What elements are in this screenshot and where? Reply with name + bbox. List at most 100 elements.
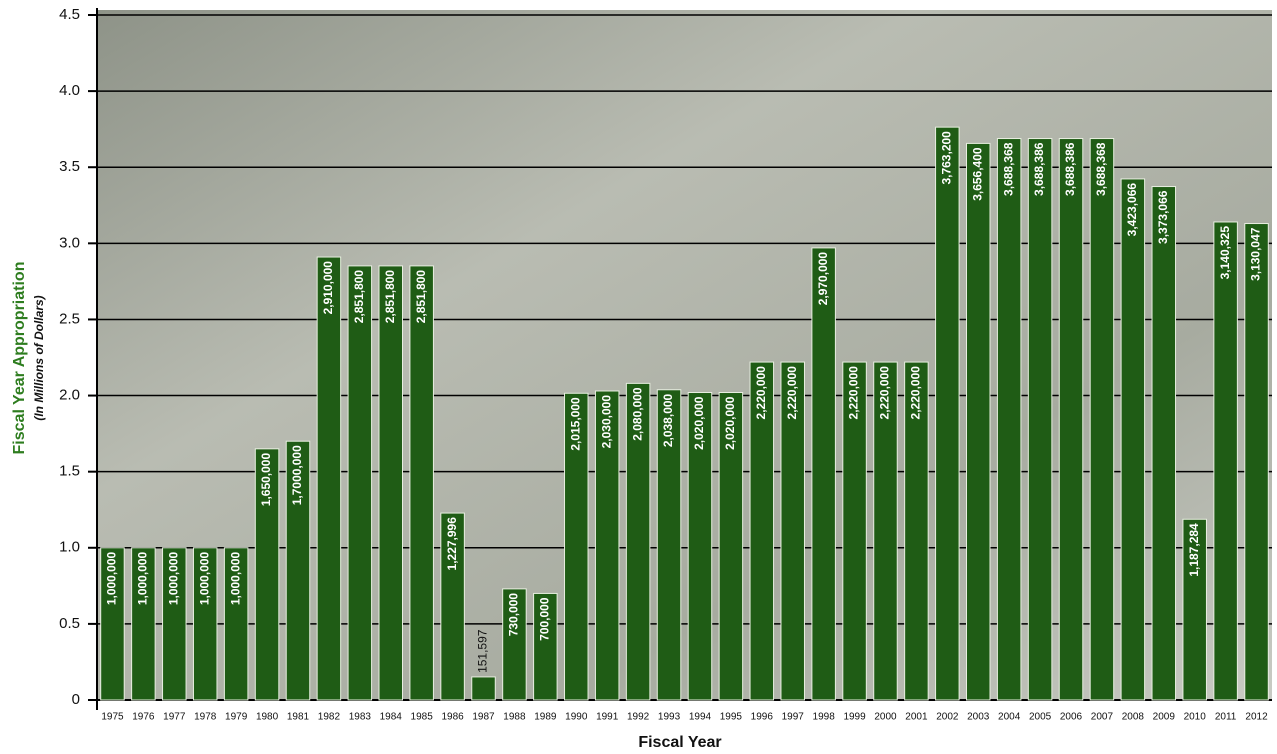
y-axis-subtitle: (In Millions of Dollars) (32, 295, 46, 420)
x-tick-label: 1991 (596, 712, 619, 723)
x-axis-title: Fiscal Year (638, 734, 721, 751)
value-label: 2,015,000 (568, 397, 582, 451)
y-tick-label: 1.5 (59, 463, 80, 480)
y-axis-title: Fiscal Year Appropriation (11, 262, 28, 455)
bar (472, 677, 496, 700)
x-tick-label: 2003 (967, 712, 990, 723)
value-label: 1,187,284 (1187, 523, 1201, 577)
value-label: 700,000 (538, 597, 552, 641)
y-tick-label: 4.0 (59, 82, 80, 99)
value-label: 3,688,386 (1063, 142, 1077, 196)
value-label: 3,763,200 (940, 131, 954, 185)
x-tick-label: 2000 (874, 712, 897, 723)
value-label: 2,030,000 (599, 395, 613, 449)
value-label: 2,851,800 (352, 270, 366, 324)
value-label: 3,130,047 (1249, 227, 1263, 281)
value-label: 1,7000,000 (290, 445, 304, 505)
x-tick-label: 1979 (225, 712, 248, 723)
bar (997, 139, 1021, 700)
value-label: 3,423,066 (1125, 183, 1139, 237)
x-tick-label: 1993 (658, 712, 681, 723)
value-label: 2,020,000 (723, 396, 737, 450)
x-tick-label: 1987 (472, 712, 495, 723)
y-tick-label: 0.5 (59, 615, 80, 632)
x-tick-label: 1994 (689, 712, 712, 723)
bar (1152, 187, 1176, 700)
y-tick-label: 0 (72, 691, 80, 708)
bar (1245, 224, 1269, 700)
value-label: 2,220,000 (847, 366, 861, 420)
x-tick-label: 2012 (1245, 712, 1268, 723)
x-tick-label: 2004 (998, 712, 1021, 723)
x-tick-label: 1981 (287, 712, 310, 723)
bar (1090, 139, 1114, 700)
x-tick-label: 1975 (101, 712, 124, 723)
bar (410, 266, 434, 700)
value-label: 3,373,066 (1156, 190, 1170, 244)
x-tick-label: 1995 (720, 712, 743, 723)
x-tick-label: 1988 (503, 712, 526, 723)
value-label: 1,000,000 (136, 551, 150, 605)
x-tick-label: 1984 (380, 712, 403, 723)
x-tick-label: 1997 (782, 712, 805, 723)
x-tick-label: 1982 (318, 712, 341, 723)
value-label: 1,000,000 (228, 551, 242, 605)
bar (1214, 222, 1238, 700)
value-label: 2,220,000 (754, 366, 768, 420)
bar (1059, 139, 1083, 700)
y-tick-label: 3.5 (59, 158, 80, 175)
x-tick-label: 2011 (1215, 712, 1237, 723)
x-tick-label: 2008 (1122, 712, 1145, 723)
value-label: 1,000,000 (197, 551, 211, 605)
value-label: 3,656,400 (970, 147, 984, 201)
x-tick-label: 1983 (349, 712, 372, 723)
x-tick-label: 2009 (1153, 712, 1176, 723)
value-label: 1,000,000 (166, 551, 180, 605)
x-tick-label: 1990 (565, 712, 588, 723)
y-tick-label: 4.5 (59, 6, 80, 23)
y-tick-label: 2.0 (59, 387, 80, 404)
x-tick-label: 2010 (1184, 712, 1207, 723)
value-label: 2,910,000 (321, 261, 335, 315)
value-label: 3,688,368 (1094, 142, 1108, 196)
value-label: 2,220,000 (909, 366, 923, 420)
bar (812, 248, 836, 700)
value-label: 730,000 (507, 593, 521, 637)
value-label: 151,597 (476, 629, 490, 673)
value-label: 2,851,800 (414, 270, 428, 324)
x-tick-label: 1985 (411, 712, 434, 723)
bar (1028, 139, 1052, 700)
chart: Fiscal Year Appropriation (In Millions o… (0, 0, 1277, 754)
value-label: 2,220,000 (785, 366, 799, 420)
x-tick-label: 1999 (843, 712, 866, 723)
value-label: 2,038,000 (661, 393, 675, 447)
bar (379, 266, 403, 700)
bar (967, 143, 991, 700)
x-tick-label: 1996 (751, 712, 774, 723)
value-label: 2,020,000 (692, 396, 706, 450)
bar (1121, 179, 1145, 700)
bar (936, 127, 960, 700)
value-label: 1,650,000 (259, 453, 273, 507)
x-tick-label: 2001 (905, 712, 928, 723)
value-label: 2,080,000 (630, 387, 644, 441)
x-tick-label: 1980 (256, 712, 279, 723)
bar (348, 266, 372, 700)
x-tick-label: 1976 (132, 712, 155, 723)
y-tick-label: 2.5 (59, 310, 80, 327)
value-label: 2,970,000 (816, 252, 830, 306)
bar (317, 257, 341, 700)
x-tick-label: 1977 (163, 712, 186, 723)
x-tick-label: 2007 (1091, 712, 1114, 723)
y-tick-label: 1.0 (59, 539, 80, 556)
x-tick-label: 1978 (194, 712, 217, 723)
x-tick-label: 2005 (1029, 712, 1052, 723)
value-label: 3,140,325 (1218, 226, 1232, 280)
value-label: 3,688,386 (1032, 142, 1046, 196)
x-tick-label: 1992 (627, 712, 650, 723)
x-tick-label: 2006 (1060, 712, 1083, 723)
y-tick-label: 3.0 (59, 234, 80, 251)
value-label: 3,688,368 (1001, 142, 1015, 196)
value-label: 1,000,000 (105, 551, 119, 605)
x-tick-label: 1989 (534, 712, 557, 723)
